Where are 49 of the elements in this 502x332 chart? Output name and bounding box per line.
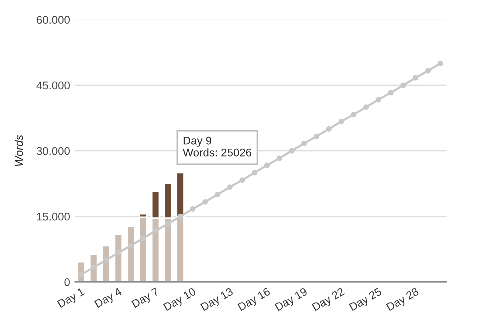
point bbox=[326, 126, 332, 132]
y-axis-title: Words bbox=[14, 135, 24, 166]
point bbox=[413, 75, 419, 81]
point bbox=[190, 206, 196, 212]
x-tick-label: Day 13 bbox=[200, 288, 235, 314]
point bbox=[240, 178, 246, 184]
y-tick-label: 45.000 bbox=[36, 82, 70, 90]
x-tick-label: Day 16 bbox=[238, 288, 272, 314]
point bbox=[388, 90, 394, 96]
x-tick-label: Day 28 bbox=[386, 288, 421, 314]
x-tick-label: Day 10 bbox=[163, 288, 198, 314]
y-tick-label: 60.000 bbox=[37, 16, 70, 24]
bar bbox=[126, 226, 136, 282]
point bbox=[351, 112, 357, 118]
point bbox=[227, 184, 233, 190]
point bbox=[178, 214, 184, 220]
bar bbox=[138, 216, 148, 282]
point bbox=[376, 97, 382, 103]
point bbox=[264, 162, 270, 168]
point bbox=[338, 118, 344, 125]
point bbox=[400, 82, 406, 88]
y-tick-label: 0 bbox=[64, 278, 70, 286]
point bbox=[276, 156, 282, 162]
point bbox=[165, 221, 171, 227]
bar bbox=[114, 234, 124, 282]
point bbox=[214, 192, 220, 198]
x-tick-label: Day 25 bbox=[349, 288, 384, 314]
point bbox=[116, 250, 122, 256]
x-tick-label: Day 22 bbox=[312, 288, 346, 314]
point bbox=[128, 243, 134, 249]
x-tick-label: Day 19 bbox=[274, 288, 310, 314]
point bbox=[302, 140, 308, 146]
x-tick-label: Day 4 bbox=[94, 288, 124, 310]
point bbox=[252, 170, 258, 176]
point bbox=[438, 60, 444, 66]
point bbox=[153, 228, 159, 234]
point bbox=[140, 236, 146, 242]
point bbox=[91, 264, 97, 271]
y-tick-label: 15.000 bbox=[37, 212, 70, 221]
point bbox=[364, 104, 370, 110]
point bbox=[314, 134, 320, 140]
point bbox=[202, 199, 208, 205]
x-tick-label: Day 7 bbox=[132, 288, 160, 310]
point bbox=[289, 148, 295, 154]
x-tick-label: Day 1 bbox=[57, 288, 86, 310]
point bbox=[425, 68, 431, 74]
point bbox=[103, 258, 110, 264]
y-tick-label: 30.000 bbox=[36, 147, 70, 156]
annotation: Day 9 Words: 25026 bbox=[183, 136, 252, 157]
